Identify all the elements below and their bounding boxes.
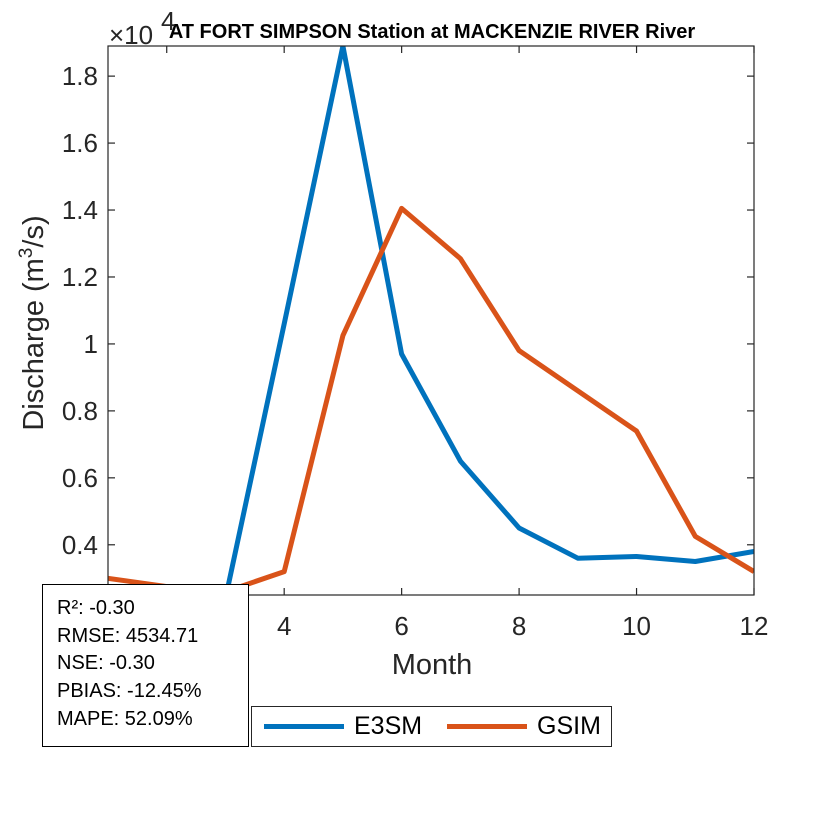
x-axis-label: Month: [392, 649, 473, 681]
axes-box: [107, 45, 755, 596]
y-exponent-power: 4: [161, 6, 175, 36]
y-tick-label-0: 0.4: [62, 530, 98, 560]
x-tick-label-2: 6: [394, 611, 408, 641]
stat-r2: R²: -0.30: [57, 597, 135, 619]
legend-item-gsim: GSIM: [447, 707, 601, 746]
y-tick-label-1: 0.6: [62, 463, 98, 493]
legend-swatch-e3sm: [264, 724, 344, 729]
plot-area: [108, 46, 754, 595]
x-tick-label-1: 4: [277, 611, 291, 641]
y-tick-label-2: 0.8: [62, 396, 98, 426]
label-layer: AT FORT SIMPSON Station at MACKENZIE RIV…: [16, 6, 695, 681]
stat-mape: MAPE: 52.09%: [57, 707, 193, 730]
y-tick-label-7: 1.8: [62, 61, 98, 91]
y-tick-label-3: 1: [84, 329, 98, 359]
y-tick-label-6: 1.6: [62, 128, 98, 158]
stat-pbias: PBIAS: -12.45%: [57, 680, 202, 703]
y-axis-label-sup: 3: [16, 248, 37, 259]
x-tick-label-5: 12: [740, 611, 769, 641]
y-axis-label-main: Discharge (m: [18, 258, 50, 430]
stat-rmse: RMSE: 4534.71: [57, 624, 199, 647]
legend-label-gsim: GSIM: [537, 712, 601, 740]
y-tick-label-4: 1.2: [62, 262, 98, 292]
legend-swatch-gsim: [447, 724, 527, 729]
stats-box: R²: -0.30 RMSE: 4534.71 NSE: -0.30 PBIAS…: [42, 584, 249, 747]
series-line-e3sm: [108, 46, 754, 595]
y-axis-label-tail: /s): [18, 215, 50, 247]
x-tick-label-4: 10: [622, 611, 651, 641]
legend-item-e3sm: E3SM: [264, 707, 422, 746]
plot-background: [108, 46, 754, 595]
y-tick-label-5: 1.4: [62, 195, 98, 225]
chart-title: AT FORT SIMPSON Station at MACKENZIE RIV…: [169, 21, 696, 43]
legend: E3SM GSIM: [251, 706, 612, 747]
y-axis-label: Discharge (m3/s): [16, 215, 50, 430]
stat-nse: NSE: -0.30: [57, 652, 155, 675]
legend-label-e3sm: E3SM: [354, 712, 423, 740]
y-exponent-base: ×10: [109, 20, 153, 50]
x-tick-label-3: 8: [512, 611, 526, 641]
